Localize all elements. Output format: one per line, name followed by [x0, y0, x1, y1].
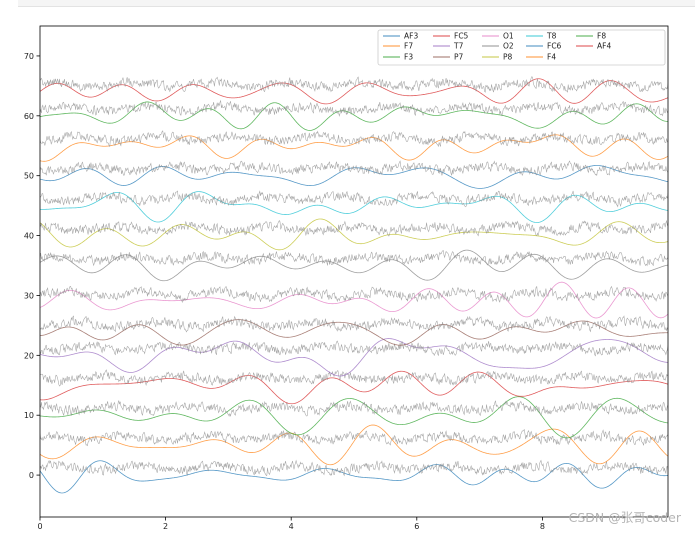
plot-series-group: [40, 76, 668, 494]
legend-frame: [377, 29, 666, 66]
series-overlay-f3: [40, 400, 668, 417]
series-overlay-fc6: [40, 160, 668, 177]
legend-label-af4: AF4: [597, 42, 611, 51]
csdn-watermark: CSDN @张哥coder: [568, 510, 681, 525]
series-line-o1: [40, 281, 668, 319]
series-overlay-af3: [40, 459, 668, 477]
series-line-af3: [40, 460, 668, 494]
x-tick-label: 0: [37, 522, 42, 531]
y-tick-label: 40: [24, 232, 34, 241]
legend-label-o2: O2: [503, 42, 514, 51]
legend-label-t8: T8: [546, 32, 557, 41]
y-tick-label: 70: [24, 52, 34, 61]
legend-label-f8: F8: [597, 32, 606, 41]
series-overlay-f7: [40, 429, 668, 447]
y-tick-label: 20: [24, 351, 34, 360]
y-tick-label: 60: [24, 112, 34, 121]
series-line-f4: [40, 134, 668, 162]
series-line-fc5: [40, 370, 668, 405]
legend-label-fc5: FC5: [454, 32, 469, 41]
x-tick-label: 8: [540, 522, 545, 531]
series-overlay-p8: [40, 219, 668, 237]
x-tick-label: 6: [414, 522, 419, 531]
legend-label-p7: P7: [454, 53, 464, 62]
series-overlay-fc5: [40, 369, 668, 387]
series-line-p8: [40, 218, 668, 251]
x-tick-label: 2: [163, 522, 168, 531]
legend-label-fc6: FC6: [547, 42, 562, 51]
y-tick-label: 30: [24, 291, 34, 300]
series-overlay-o2: [40, 250, 668, 267]
series-line-f8: [40, 101, 668, 131]
series-overlay-af4: [40, 76, 668, 93]
series-line-t7: [40, 338, 668, 377]
series-line-af4: [40, 78, 668, 105]
series-line-f3: [40, 396, 668, 439]
series-line-p7: [40, 319, 668, 346]
series-overlay-t7: [40, 340, 668, 357]
plot-frame: [39, 25, 669, 518]
series-line-t8: [40, 191, 668, 223]
series-overlay-p7: [40, 315, 668, 333]
legend-label-f3: F3: [404, 53, 413, 62]
legend-label-p8: P8: [503, 53, 513, 62]
top-strip: [18, 0, 695, 7]
series-overlay-f4: [40, 130, 668, 148]
series-line-f7: [40, 424, 668, 466]
series-overlay-t8: [40, 190, 668, 208]
series-overlay-f8: [40, 99, 668, 117]
series-overlay-o1: [40, 285, 668, 304]
series-line-fc6: [40, 165, 668, 189]
y-tick-label: 0: [29, 471, 34, 480]
y-tick-label: 10: [24, 411, 34, 420]
x-tick-label: 4: [289, 522, 294, 531]
legend-label-o1: O1: [503, 32, 514, 41]
series-line-o2: [40, 249, 668, 282]
legend-label-t7: T7: [453, 42, 464, 51]
legend-label-af3: AF3: [404, 32, 418, 41]
y-tick-label: 50: [24, 172, 34, 181]
legend-label-f4: F4: [547, 53, 556, 62]
legend-label-f7: F7: [404, 42, 413, 51]
